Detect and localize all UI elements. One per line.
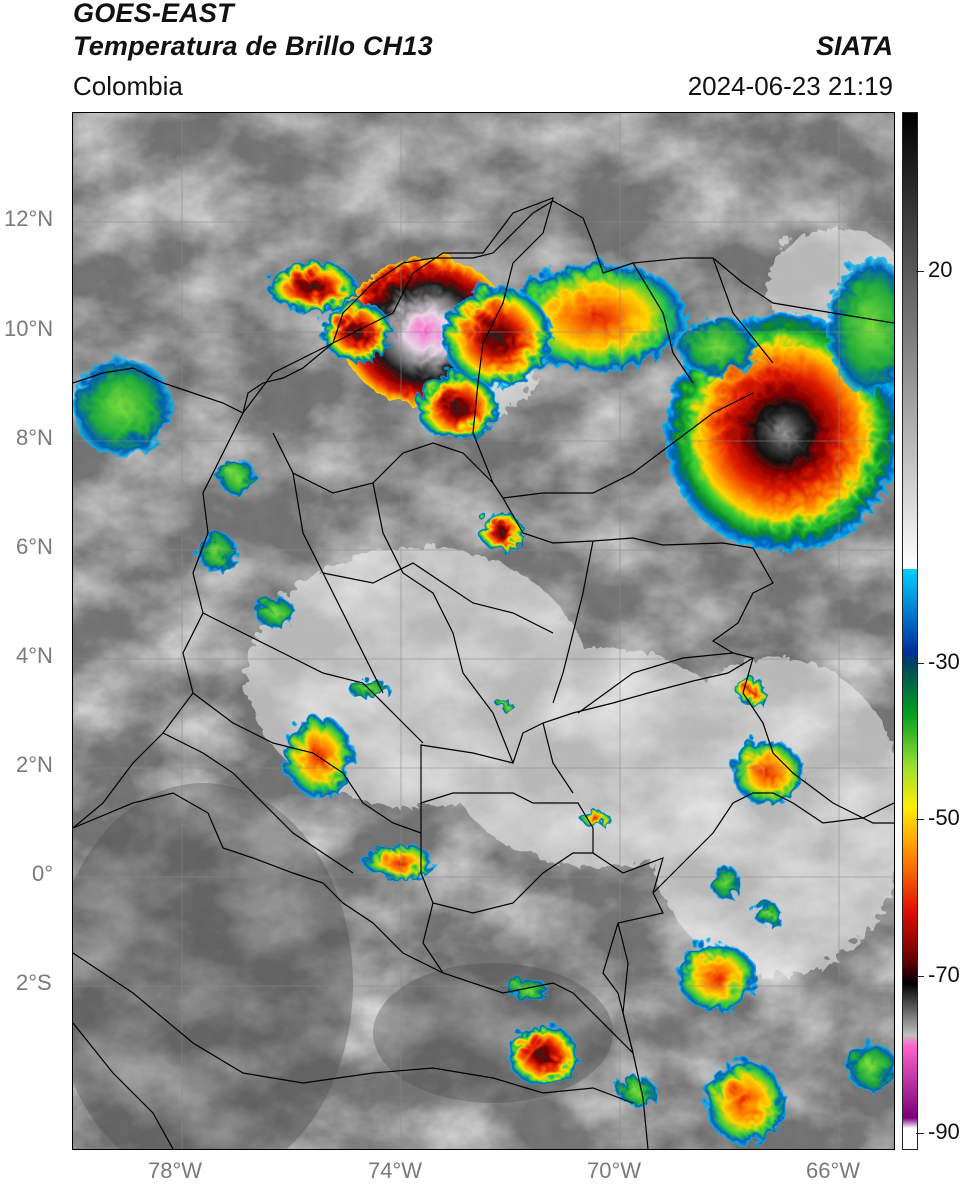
lat-label-10n: 10°N bbox=[4, 316, 54, 341]
storm-uraba-complex bbox=[263, 258, 353, 308]
peru-brazil-border bbox=[617, 922, 649, 1149]
inner-dept-6 bbox=[192, 692, 422, 834]
satellite-map[interactable] bbox=[72, 112, 895, 1150]
colorbar-tick-m50 bbox=[916, 819, 924, 820]
colorbar-label-m90: -90 bbox=[928, 1119, 960, 1144]
inner-dept-11 bbox=[552, 540, 594, 704]
inner-dept-8 bbox=[420, 803, 593, 914]
lat-label-12n: 12°N bbox=[4, 206, 54, 231]
lat-label-6n: 6°N bbox=[16, 534, 53, 559]
colorbar-tick-m90 bbox=[916, 1133, 924, 1134]
lat-label-2s: 2°S bbox=[16, 970, 52, 995]
ecuador-peru-border bbox=[73, 952, 634, 1104]
lat-label-2n: 2°N bbox=[16, 752, 53, 777]
colorbar-label-20: 20 bbox=[928, 257, 953, 282]
lat-label-4n: 4°N bbox=[16, 643, 53, 668]
colorbar-label-m30: -30 bbox=[928, 649, 960, 674]
lon-label-74w: 74°W bbox=[368, 1158, 423, 1183]
colombia-border bbox=[73, 197, 774, 1055]
venezuela-border bbox=[652, 792, 894, 894]
inner-dept-10 bbox=[542, 722, 574, 794]
title-organization: SIATA bbox=[816, 31, 893, 61]
inner-dept-2 bbox=[292, 472, 384, 694]
inner-dept-4 bbox=[322, 562, 554, 634]
lon-label-70w: 70°W bbox=[587, 1158, 642, 1183]
colorbar-tick-m30 bbox=[916, 663, 924, 664]
colorbar-tick-20 bbox=[916, 271, 924, 272]
panama bbox=[73, 367, 244, 414]
pacific-coast bbox=[73, 412, 244, 829]
inner-dept-3 bbox=[372, 482, 514, 764]
title-region: Colombia bbox=[73, 71, 183, 101]
lat-label-8n: 8°N bbox=[16, 425, 53, 450]
venezuela-states bbox=[502, 257, 774, 714]
inner-dept-5 bbox=[202, 612, 424, 744]
lat-label-0: 0° bbox=[32, 861, 54, 886]
colorbar-label-m50: -50 bbox=[928, 805, 960, 830]
storm-amazonas-cell bbox=[503, 1021, 575, 1081]
storm-cells bbox=[73, 253, 894, 1140]
colorbar-label-m70: -70 bbox=[928, 962, 960, 987]
inner-dept-7 bbox=[162, 732, 354, 874]
colorbar bbox=[902, 112, 918, 1150]
title-timestamp: 2024-06-23 21:19 bbox=[687, 71, 893, 101]
borders bbox=[73, 197, 894, 1149]
title-satellite: GOES-EAST bbox=[73, 0, 234, 28]
peru-coast bbox=[73, 1022, 174, 1149]
brazil-venezuela bbox=[742, 657, 894, 824]
inner-dept-1 bbox=[272, 432, 494, 494]
lon-label-66w: 66°W bbox=[806, 1158, 861, 1183]
title-product: Temperatura de Brillo CH13 bbox=[73, 31, 433, 61]
lon-label-78w: 78°W bbox=[148, 1158, 203, 1183]
inner-dept-9 bbox=[422, 902, 444, 974]
colorbar-tick-m70 bbox=[916, 976, 924, 977]
